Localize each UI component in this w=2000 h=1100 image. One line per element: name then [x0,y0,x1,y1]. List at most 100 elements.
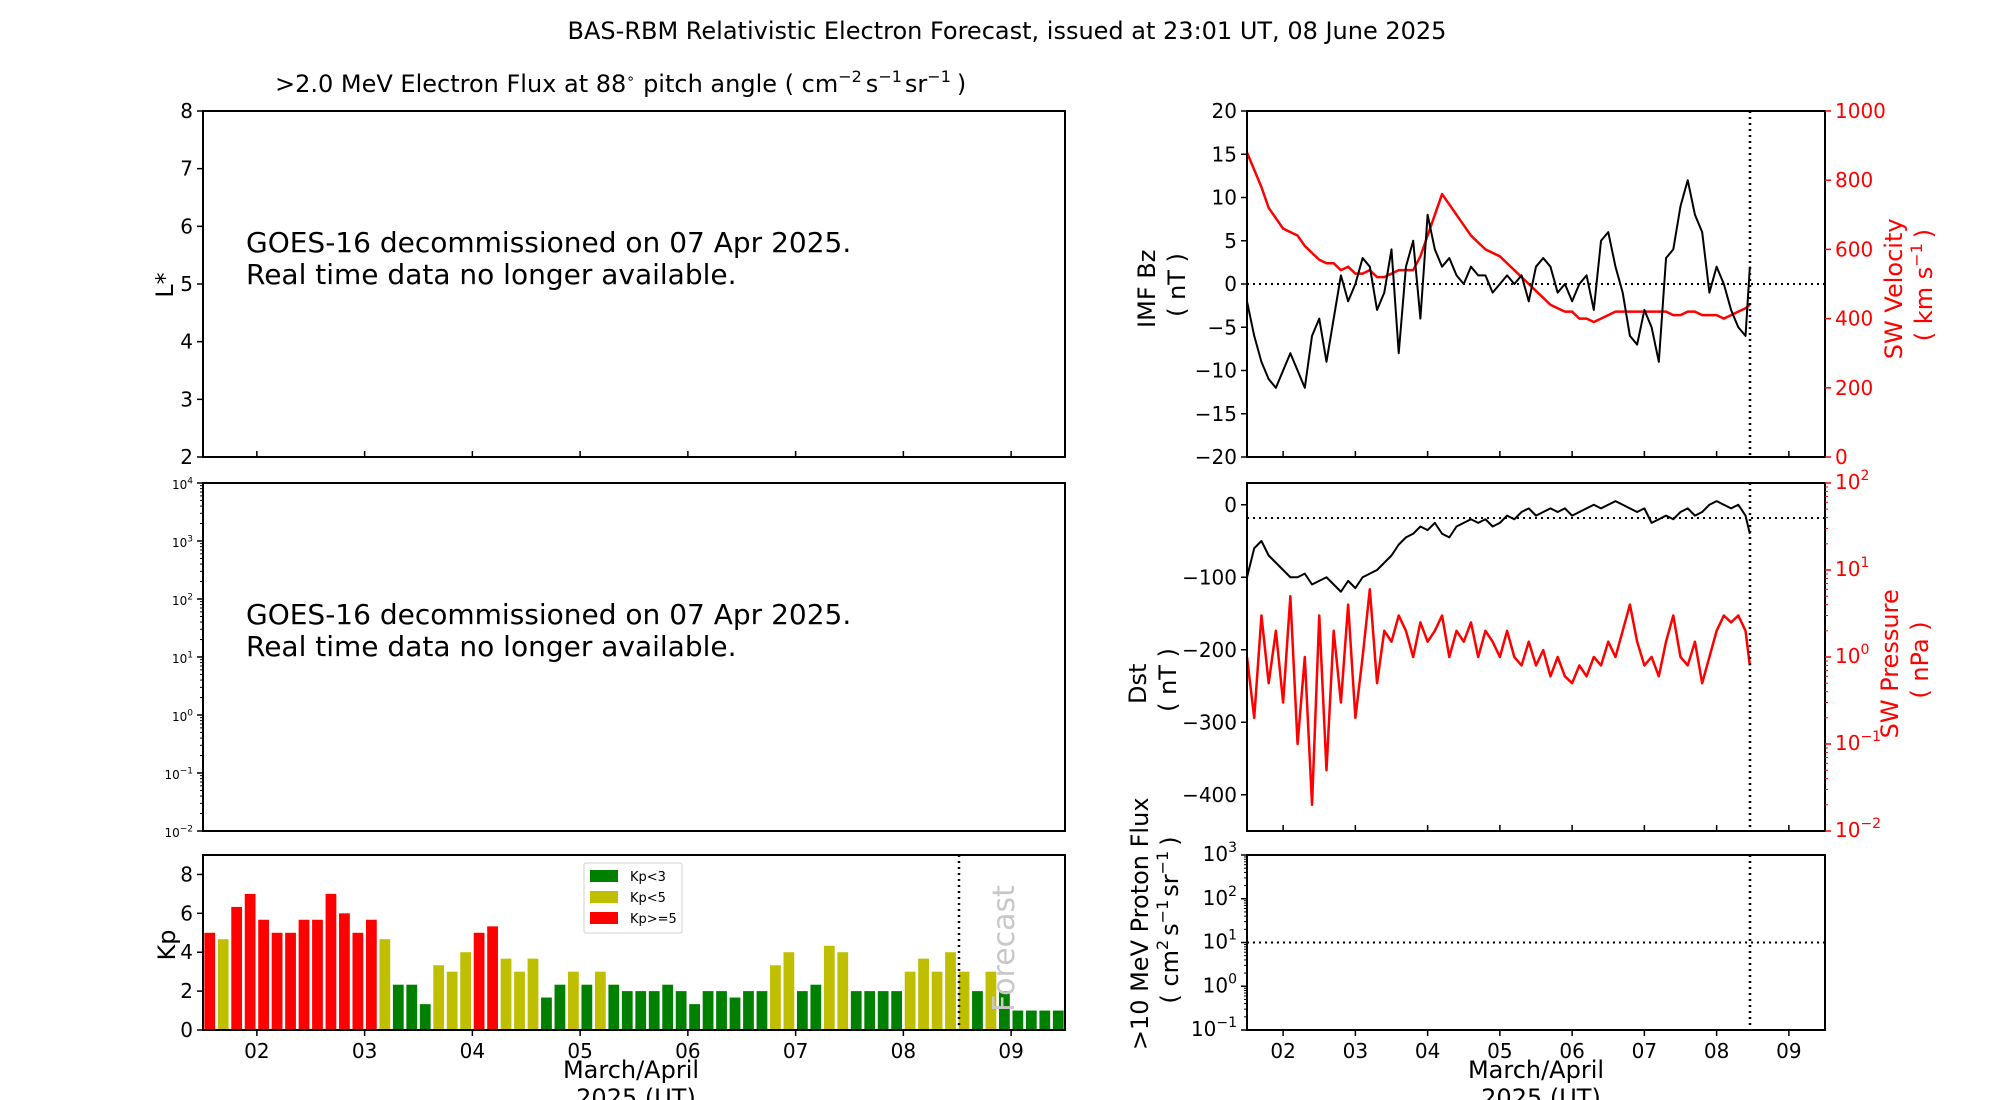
dst-series [1245,500,1752,807]
kp-bar [945,952,956,1030]
flux-geo-tick-label: 104 [172,477,193,492]
kp-tick-label: 4 [180,940,193,964]
kp-bar [406,984,418,1030]
imf-x-ticks [1282,451,1790,457]
kp-bar [446,971,458,1030]
kp-bar [743,991,754,1030]
kp-bar [648,991,660,1030]
kp-bar [352,932,364,1030]
kp-bar [662,984,674,1030]
proton-sr-exponent: −1 [1153,851,1172,875]
kp-bar [204,932,216,1030]
sw-velocity-line [1245,152,1751,324]
lstar-tick-label: 7 [180,157,193,181]
sw-velocity-tick-label: 200 [1835,376,1873,400]
imf-sw-panel: −20 −15 −10 −5 0 5 10 15 20 0 200 400 600 800 1000 IM… [1133,99,1938,469]
cm-exponent: −2 [838,67,862,86]
flux-geo-message-line-2: Real time data no longer available. [246,630,737,663]
dst-tick-label: −100 [1182,565,1237,589]
kp-bar [796,991,808,1030]
imf-y-ticks: −20 −15 −10 −5 0 5 10 15 20 [1195,99,1247,469]
x-tick-label: 08 [1704,1039,1729,1063]
flux-geo-tick-label: 100 [172,709,193,724]
proton-tick-label: 10−1 [1191,1015,1237,1041]
flux-geo-message-line-1: GOES-16 decommissioned on 07 Apr 2025. [246,598,851,631]
kp-bar [594,971,606,1030]
kp-legend-swatch-low [590,870,618,882]
kp-bar [756,991,768,1030]
sw-velocity-ylabel: SW Velocity ( km s−1) [1880,211,1938,359]
kp-bar [379,939,391,1030]
sw-velocity-unit-close: ) [1910,229,1938,238]
proton-unit-close: ) [1156,836,1184,845]
kp-bar [608,984,620,1030]
proton-x-ticks: 02 03 04 05 06 07 08 09 [1270,1030,1802,1063]
dst-y-ticks: −400 −300 −200 −100 0 [1182,493,1247,807]
dst-tick-label: −400 [1182,783,1237,807]
kp-bar [729,997,741,1030]
figure-title: BAS-RBM Relativistic Electron Forecast, … [568,17,1447,45]
kp-legend-label-mid: Kp<5 [630,891,666,906]
sw-pressure-tick-label: 10−2 [1835,816,1881,842]
x-tick-label: 09 [998,1039,1023,1063]
flux-geo-tick-label: 103 [172,535,193,550]
s-unit: s [866,70,879,98]
kp-forecast-label: Forecast [987,885,1022,1012]
sr-exponent: −1 [927,67,951,86]
dst-ylabel-line-2: ( nT ) [1154,648,1182,712]
dst-tick-label: 0 [1224,493,1237,517]
kp-bar [1039,1010,1051,1030]
flux-geo-y-ticks: 104 103 102 101 100 10−1 10−2 [164,477,203,840]
lstar-tick-label: 2 [180,445,193,469]
x-tick-label: 04 [1415,1039,1440,1063]
kp-bar [258,919,269,1030]
kp-xlabel-line-1: March/April [563,1056,699,1084]
dst-tick-label: −200 [1182,638,1237,662]
kp-bar [325,893,337,1030]
imf-tick-label: 10 [1212,186,1237,210]
s-exponent: −1 [878,67,902,86]
kp-bar [864,991,876,1030]
x-tick-label: 08 [891,1039,916,1063]
imf-ylabel: IMF Bz ( nT ) [1133,242,1191,328]
kp-legend-label-low: Kp<3 [630,870,666,885]
kp-frame [202,854,1066,1031]
sw-pressure-tick-label: 100 [1835,642,1869,668]
x-tick-label: 06 [675,1039,700,1063]
kp-bar [541,997,552,1030]
flux-lstar-ylabel: L* [151,272,179,297]
sw-velocity-unit-exponent: −1 [1907,243,1926,267]
proton-tick-label: 102 [1203,884,1237,910]
proton-s-unit: s [1156,923,1184,936]
x-tick-label: 02 [1270,1039,1295,1063]
imf-ylabel-line-1: IMF Bz [1133,250,1161,328]
flux-lstar-x-ticks [256,451,1012,457]
x-tick-label: 07 [1632,1039,1657,1063]
kp-bar [581,984,593,1030]
lstar-tick-label: 4 [180,330,193,354]
sw-pressure-ylabel-line-2: ( nPa ) [1906,621,1934,698]
kp-bar [473,932,485,1030]
kp-tick-label: 6 [180,901,193,925]
x-tick-label: 02 [244,1039,269,1063]
proton-sr-unit: sr [1156,874,1184,897]
sw-velocity-tick-label: 600 [1835,237,1873,261]
imf-tick-label: 0 [1224,272,1237,296]
sw-velocity-tick-label: 0 [1835,445,1848,469]
sw-velocity-unit: ( km s [1910,267,1938,341]
kp-bar [810,984,822,1030]
x-tick-label: 03 [352,1039,377,1063]
kp-tick-label: 2 [180,979,193,1003]
proton-y-ticks: 103 102 101 100 10−1 [1191,840,1247,1041]
sw-velocity-y-ticks: 0 200 400 600 800 1000 [1825,99,1886,469]
kp-y-ticks: 0 2 4 6 8 [180,862,203,1042]
kp-bar [1052,1010,1064,1030]
kp-bar [958,971,970,1030]
imf-series [1245,152,1751,389]
proton-panel: 103 102 101 100 10−1 02 03 04 05 06 07 08 09 >10 Me… [1126,797,1826,1100]
x-tick-label: 04 [460,1039,485,1063]
kp-bar [918,958,929,1030]
sr-unit: sr [905,70,928,98]
proton-tick-label: 100 [1203,971,1237,997]
